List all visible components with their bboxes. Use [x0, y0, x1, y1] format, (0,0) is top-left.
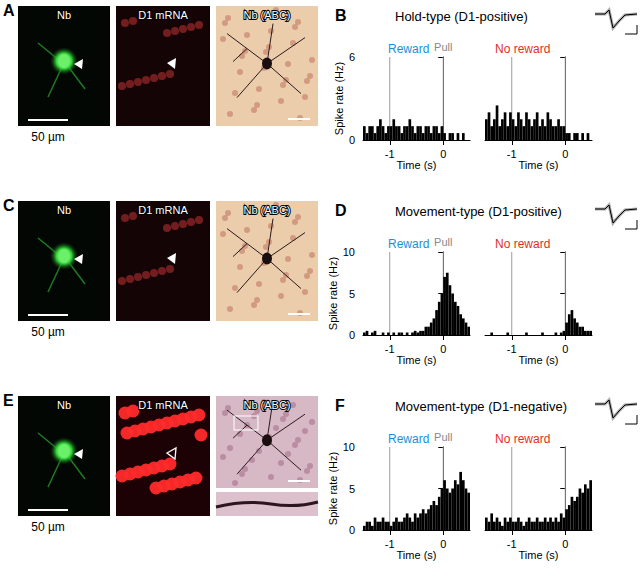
svg-text:Spike rate (Hz): Spike rate (Hz): [333, 62, 345, 135]
svg-text:-1: -1: [385, 538, 395, 550]
svg-text:0: 0: [440, 148, 446, 160]
svg-text:0: 0: [349, 134, 355, 146]
svg-text:5: 5: [349, 288, 355, 300]
svg-text:0: 0: [440, 343, 446, 355]
svg-text:0: 0: [440, 538, 446, 550]
svg-text:D1 mRNA: D1 mRNA: [138, 204, 188, 216]
svg-text:Time (s): Time (s): [397, 549, 437, 561]
svg-text:Reward: Reward: [388, 42, 429, 56]
svg-text:-1: -1: [507, 343, 517, 355]
svg-text:-1: -1: [385, 148, 395, 160]
svg-text:6: 6: [349, 51, 355, 63]
svg-text:0: 0: [562, 343, 568, 355]
svg-text:Spike rate (Hz): Spike rate (Hz): [327, 257, 339, 330]
svg-text:Nb: Nb: [57, 399, 71, 411]
svg-text:Reward: Reward: [388, 237, 429, 251]
svg-text:No reward: No reward: [495, 237, 550, 251]
svg-text:Time (s): Time (s): [397, 159, 437, 171]
svg-text:D1 mRNA: D1 mRNA: [138, 9, 188, 21]
svg-text:0: 0: [562, 538, 568, 550]
svg-text:0: 0: [349, 524, 355, 536]
svg-text:No reward: No reward: [495, 42, 550, 56]
svg-text:F: F: [335, 397, 345, 414]
svg-text:50 µm: 50 µm: [31, 520, 65, 534]
svg-text:Nb (ABC): Nb (ABC): [243, 9, 290, 21]
svg-text:Time (s): Time (s): [519, 159, 559, 171]
svg-text:Movement-type (D1-negative): Movement-type (D1-negative): [395, 399, 567, 414]
svg-text:10: 10: [343, 246, 355, 258]
svg-text:Pull: Pull: [434, 236, 452, 248]
svg-text:5: 5: [349, 483, 355, 495]
svg-text:Nb: Nb: [57, 204, 71, 216]
svg-text:Pull: Pull: [434, 41, 452, 53]
svg-text:-1: -1: [385, 343, 395, 355]
svg-text:E: E: [3, 392, 14, 409]
svg-text:B: B: [335, 7, 347, 24]
svg-text:No reward: No reward: [495, 432, 550, 446]
svg-text:Nb (ABC): Nb (ABC): [243, 204, 290, 216]
svg-text:0: 0: [349, 329, 355, 341]
svg-text:-1: -1: [507, 538, 517, 550]
svg-text:0: 0: [562, 148, 568, 160]
svg-text:D: D: [335, 202, 347, 219]
svg-text:Time (s): Time (s): [519, 354, 559, 366]
svg-text:Hold-type (D1-positive): Hold-type (D1-positive): [395, 9, 528, 24]
svg-text:Pull: Pull: [434, 431, 452, 443]
svg-text:10: 10: [343, 441, 355, 453]
svg-text:Movement-type (D1-positive): Movement-type (D1-positive): [395, 204, 562, 219]
svg-text:-1: -1: [507, 148, 517, 160]
svg-text:Spike rate (Hz): Spike rate (Hz): [327, 452, 339, 525]
svg-text:Nb (ABC): Nb (ABC): [243, 399, 290, 411]
svg-text:A: A: [3, 2, 15, 19]
svg-text:50 µm: 50 µm: [31, 325, 65, 339]
svg-text:C: C: [3, 197, 15, 214]
svg-text:50 µm: 50 µm: [31, 130, 65, 144]
svg-text:Time (s): Time (s): [397, 354, 437, 366]
svg-text:Reward: Reward: [388, 432, 429, 446]
svg-text:Nb: Nb: [57, 9, 71, 21]
svg-text:Time (s): Time (s): [519, 549, 559, 561]
svg-text:D1 mRNA: D1 mRNA: [138, 399, 188, 411]
